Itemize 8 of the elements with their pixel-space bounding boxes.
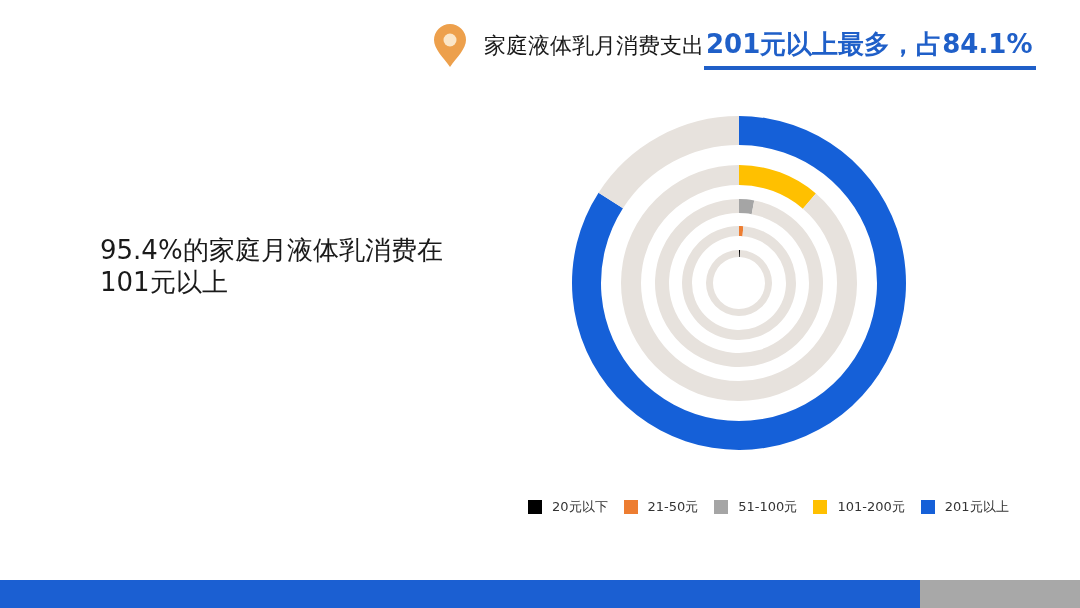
legend-label: 21-50元 [647,498,699,516]
chart-subtitle: 201元以上最多，占84.1% [704,27,1037,70]
legend-label: 101-200元 [837,498,905,516]
legend-label: 20元以下 [552,498,608,516]
chart-title: 家庭液体乳月消费支出 [484,32,704,60]
legend-label: 51-100元 [738,498,798,516]
legend-label: 201元以上 [944,498,1009,516]
text: 95.4%的家庭月液体乳消费在101元以上 [100,234,444,298]
